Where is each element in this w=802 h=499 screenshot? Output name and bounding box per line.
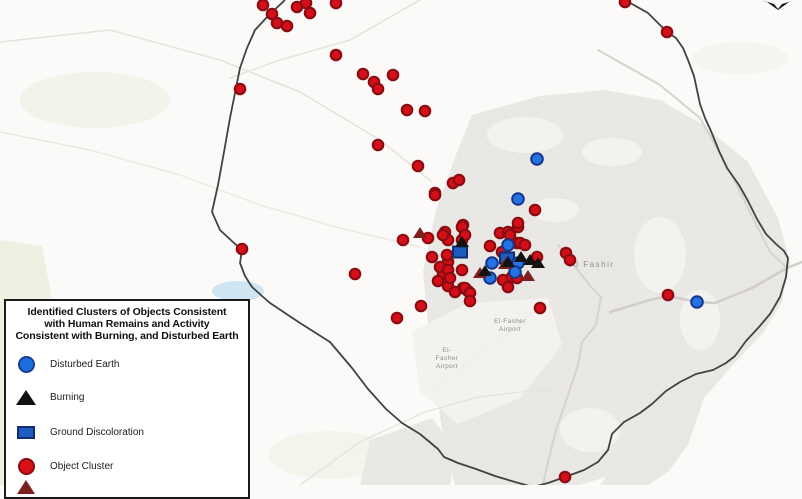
city-patch [560,408,620,452]
object-cluster-marker [436,228,450,242]
vegetation-area [20,72,170,128]
legend-item-burning: Burning [14,388,84,406]
legend-item-label: Object Cluster [50,460,114,472]
object-cluster-icon [17,457,35,475]
burning-marker [455,236,469,247]
object-cluster-marker [660,25,674,39]
road-line [0,131,421,248]
object-cluster-marker [518,238,532,252]
object-cluster-marker [411,159,425,173]
disturbed-earth-marker [508,265,522,279]
dark-red-triangle-marker [413,227,427,238]
legend-item-ground-discoloration: Ground Discoloration [14,423,144,441]
object-cluster-marker [443,271,457,285]
object-cluster-marker [563,253,577,267]
object-cluster-marker [448,285,462,299]
city-patch [487,117,563,153]
ground-discoloration-icon [17,425,35,439]
object-cluster-marker [418,104,432,118]
legend-item-cutoff [14,478,50,496]
road-line [542,244,602,485]
legend-panel: Identified Clusters of Objects Consisten… [4,299,250,499]
map-label: El-Fasher Airport [494,318,526,333]
object-cluster-marker [400,103,414,117]
object-cluster-marker [235,242,249,256]
map-label: El-Fasher Airport [436,347,459,370]
disturbed-earth-icon [17,355,35,373]
object-cluster-marker [455,263,469,277]
dark-red-triangle-marker [521,270,535,281]
city-patch [680,290,720,350]
object-cluster-marker [256,0,270,12]
object-cluster-marker [661,288,675,302]
object-cluster-marker [528,203,542,217]
object-cluster-marker [440,248,454,262]
object-cluster-marker [414,299,428,313]
burning-marker [478,265,492,276]
burning-icon [16,389,36,405]
object-cluster-marker [425,250,439,264]
object-cluster-marker [270,16,284,30]
object-cluster-marker [452,173,466,187]
burning-marker [523,254,537,265]
vegetation-area [268,431,392,479]
vegetation-area [692,42,788,74]
object-cluster-marker [329,48,343,62]
object-cluster-marker [501,280,515,294]
disturbed-earth-marker [485,256,499,270]
city-patch [531,198,579,222]
object-cluster-marker [558,470,572,484]
city-texture [360,418,456,485]
object-cluster-marker [396,233,410,247]
object-cluster-marker [390,311,404,325]
road-line [299,390,567,485]
legend-title: Identified Clusters of Objects Consisten… [6,301,248,342]
legend-title-line: with Human Remains and Activity [44,317,210,330]
object-cluster-marker [428,188,442,202]
object-cluster-marker [463,294,477,308]
burning-marker [531,257,545,268]
object-cluster-marker [431,274,445,288]
legend-item-object-cluster: Object Cluster [14,457,113,475]
object-cluster-marker [303,6,317,20]
burning-marker [514,251,528,262]
north-arrow-icon [761,0,795,10]
dark-red-triangle-icon [17,480,35,494]
legend-title-line: Identified Clusters of Objects Consisten… [27,306,227,318]
road-line [429,309,535,395]
disturbed-earth-marker [511,192,525,206]
map-svg: Al Fashir El-Fasher Airport El-Fasher Airpor… [0,0,802,485]
object-cluster-marker [371,82,385,96]
disturbed-earth-marker [530,152,544,166]
road-line [0,29,433,183]
legend-item-label: Ground Discoloration [50,426,144,438]
legend-item-label: Disturbed Earth [50,358,120,370]
legend-title-line: Consistent with Burning, and Disturbed E… [15,329,239,342]
road-line [229,0,421,79]
object-cluster-marker [371,138,385,152]
map-label: Al Fashir [569,260,614,269]
ground-discoloration-marker [452,245,468,259]
object-cluster-marker [386,68,400,82]
legend-item-label: Burning [50,391,85,403]
object-cluster-marker [356,67,370,81]
city-patch [582,138,642,166]
object-cluster-marker [280,19,294,33]
road-line [608,260,802,314]
disturbed-earth-marker [501,238,515,252]
disturbed-earth-marker [690,295,704,309]
legend-item-disturbed-earth: Disturbed Earth [14,355,119,373]
object-cluster-marker [348,267,362,281]
object-cluster-marker [533,301,547,315]
object-cluster-marker [233,82,247,96]
object-cluster-marker [483,239,497,253]
burning-marker [501,256,515,267]
city-patch [634,217,686,293]
airport-area [412,298,562,424]
object-cluster-marker [329,0,343,10]
object-cluster-marker [618,0,632,9]
object-cluster-marker [511,216,525,230]
